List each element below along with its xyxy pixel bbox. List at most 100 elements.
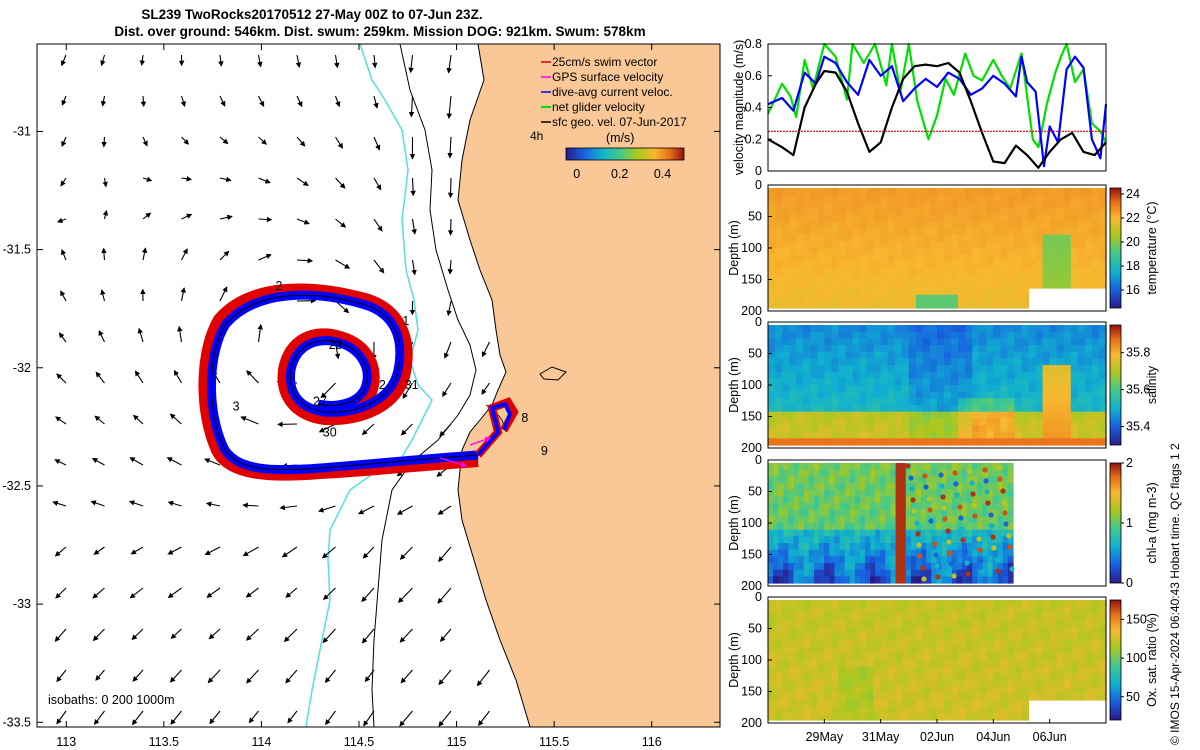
heatmap-cell [859,543,866,551]
heatmap-cell [839,523,846,531]
heatmap-cell [775,214,783,222]
legend-net: net glider velocity [552,100,645,114]
heatmap-cell [930,653,938,661]
heatmap-cell [880,549,886,557]
chla-scatter-point [940,494,946,500]
heatmap-cell [1099,391,1107,399]
heatmap-cell [951,425,959,433]
heatmap-cell [1014,411,1023,419]
heatmap-cell [788,509,795,517]
heatmap-cell [972,706,980,714]
heatmap-cell [768,713,776,721]
sfc-geo-vector [320,382,336,399]
heatmap-cell [796,411,804,419]
heatmap-cell [873,673,882,681]
heatmap-cell [1007,653,1015,661]
heatmap-cell [768,261,776,269]
heatmap-cell [789,398,797,406]
heatmap-cell [1007,503,1014,511]
heatmap-cell [803,483,810,491]
heatmap-cell [993,331,1001,339]
heatmap-cell [922,288,931,296]
heatmap-cell [793,556,800,564]
heatmap-cell [1002,516,1009,524]
heatmap-cell [819,556,825,564]
heatmap-cell [844,496,851,504]
heatmap-cell [972,640,980,648]
heatmap-cell [1049,358,1058,366]
heatmap-cell [782,713,790,721]
heatmap-cell [808,569,815,577]
heatmap-cell [845,385,854,393]
heatmap-cell [1049,338,1058,346]
heatmap-cell [930,221,938,229]
heatmap-cell [1007,633,1015,641]
heatmap-cell [972,431,980,439]
sfc-geo-vector [240,416,259,425]
heatmap-cell [782,660,790,668]
heatmap-cell [880,345,889,353]
heatmap-cell [1000,228,1008,236]
heatmap-cell [1021,713,1030,721]
heatmap-cell [993,431,1001,439]
heatmap-cell [962,556,968,564]
heatmap-cell [1000,600,1008,608]
heatmap-cell [922,214,931,222]
heatmap-cell [789,268,797,276]
heatmap-cell [1056,358,1065,366]
heatmap-cell [870,536,876,544]
heatmap-colorbar [1109,187,1122,309]
heatmap-cell [831,358,839,366]
heatmap-cell [880,469,886,477]
heatmap-cell [1049,378,1058,386]
sfc-geo-vector [100,95,107,107]
heatmap-cell [782,653,790,661]
heatmap-cell [796,274,804,282]
sfc-geo-vector [335,177,346,189]
heatmap-cell [1099,228,1107,236]
heatmap-cell [901,391,910,399]
heatmap-cell [937,686,945,694]
heatmap-cell [866,626,875,634]
heatmap-cell [937,261,945,269]
sfc-geo-vector [93,546,105,555]
heatmap-cell [908,281,917,289]
heatmap-cell [838,673,846,681]
heatmap-cell [1099,274,1107,282]
heatmap-cell [965,653,973,661]
heatmap-cell [890,476,897,484]
heatmap-cell [838,371,846,379]
heatmap-cell [873,391,882,399]
heatmap-cell [1014,261,1023,269]
chla-scatter-point [933,552,939,558]
heatmap-cell [993,418,1001,426]
heatmap-cell [852,241,861,249]
heatmap-cell [921,556,927,564]
heatmap-cell [931,496,937,504]
heatmap-cell [880,633,889,641]
heatmap-cell [789,385,797,393]
heatmap-cell [808,496,815,504]
heatmap-cell [1070,241,1079,249]
heatmap-cell [793,503,800,511]
heatmap-cell [852,385,861,393]
heatmap-cell [859,640,868,648]
heatmap-cell [838,613,846,621]
heatmap-cell [997,556,1004,564]
heatmap-cell [773,503,779,511]
heatmap-cell [946,496,953,504]
heatmap-cell [824,345,832,353]
heatmap-cell [894,646,903,654]
heatmap-cell [979,646,987,654]
heatmap-cell [789,686,797,694]
heatmap-cell [1077,214,1086,222]
heatmap-cell [997,503,1004,511]
heatmap-cell [1021,338,1030,346]
heatmap-cell [972,358,980,366]
heatmap-cell [972,425,980,433]
heatmap-cell [796,325,804,333]
heatmap-cell [768,438,776,446]
heatmap-cell [951,418,959,426]
heatmap-cell [1000,666,1008,674]
heatmap-cell [941,543,948,551]
